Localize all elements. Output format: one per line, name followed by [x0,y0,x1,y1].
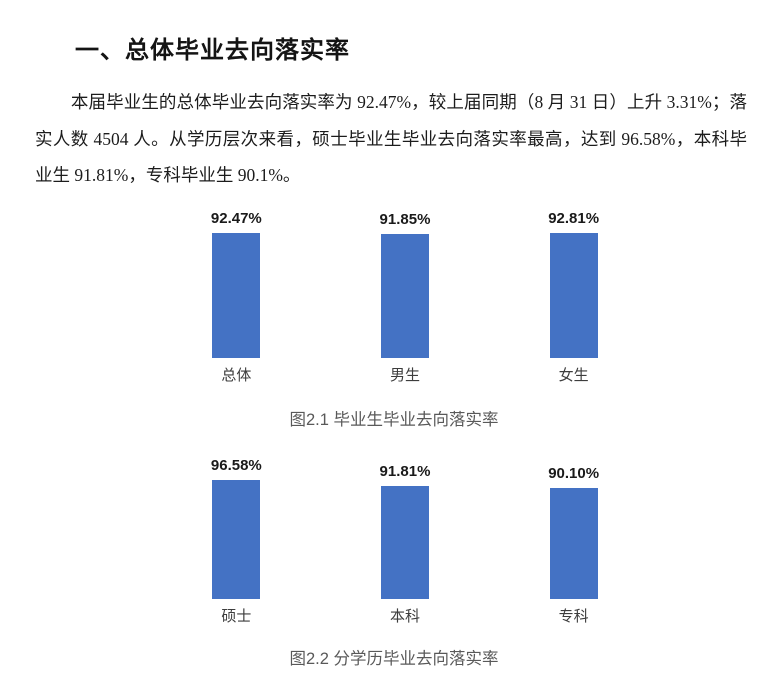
bar-group-bachelor: 91.81% 本科 [321,448,490,625]
section-heading: 一、总体毕业去向落实率 [75,37,350,64]
bar-value-label-master: 96.58% [210,457,262,475]
bar-value-label-female: 92.81% [548,209,600,227]
figure-2-2-caption: 图2.2 分学历毕业去向落实率 [289,650,499,668]
bar-group-associate: 90.10% 专科 [489,448,658,625]
bar-female [549,232,598,358]
category-label-bachelor: 本科 [389,608,420,625]
bar-overall [212,233,261,358]
body-paragraph: 本届毕业生的总体毕业去向落实率为 92.47%，较上届同期（8 月 31 日）上… [35,92,747,185]
bar-value-label-male: 91.85% [379,211,431,228]
figure-2-1-caption: 图2.1 毕业生毕业去向落实率 [289,411,499,429]
bar-male [380,234,429,358]
category-label-overall: 总体 [221,367,252,384]
bar-associate [549,488,598,599]
bar-group-master: 96.58% 硕士 [152,448,321,625]
bar-value-label-bachelor: 91.81% [379,463,431,481]
bar-bachelor [380,486,429,599]
figure-2-1-plot-area: 92.47% 总体 91.85% 男生 92.81% 女生 [152,207,658,384]
category-label-female: 女生 [558,367,589,384]
bar-group-female: 92.81% 女生 [489,207,658,384]
bar-group-overall: 92.47% 总体 [152,207,321,384]
figure-2-2-plot-area: 96.58% 硕士 91.81% 本科 90.10% 专科 [152,448,658,625]
bar-value-label-associate: 90.10% [548,465,600,483]
bar-value-label-overall: 92.47% [210,210,262,228]
category-label-male: 男生 [389,367,420,384]
figure-2-2-chart: 96.58% 硕士 91.81% 本科 90.10% 专科 [152,448,658,625]
bar-group-male: 91.85% 男生 [321,207,490,384]
bar-master [212,480,261,599]
figure-2-1-chart: 92.47% 总体 91.85% 男生 92.81% 女生 [152,207,658,384]
category-label-associate: 专科 [558,608,589,625]
category-label-master: 硕士 [221,608,252,625]
